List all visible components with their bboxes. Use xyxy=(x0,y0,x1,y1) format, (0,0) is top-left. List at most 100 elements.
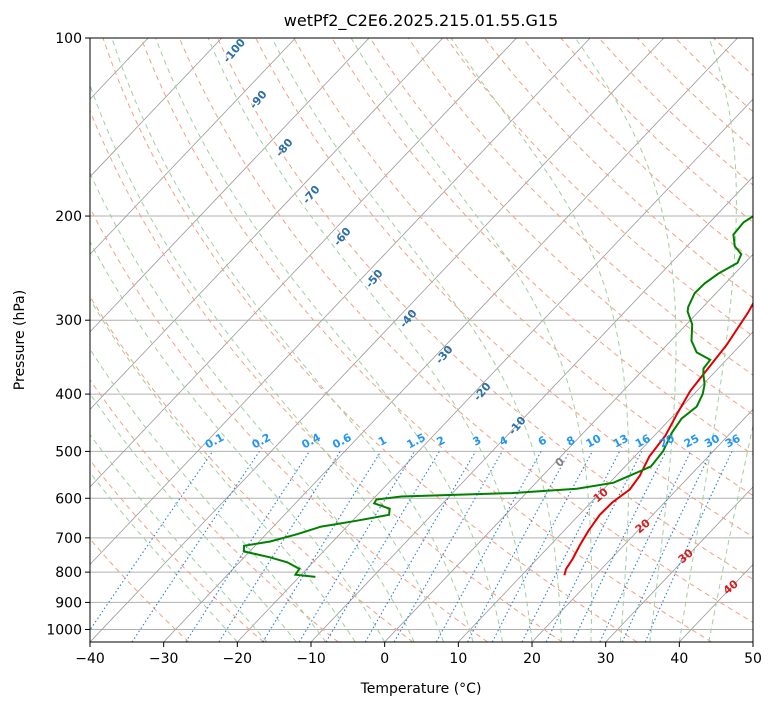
moist-adiabat-line xyxy=(90,348,327,642)
y-tick-label: 500 xyxy=(55,444,82,460)
mixing-ratio-line xyxy=(364,451,477,642)
x-axis: −40 −30 −20 −10 0 10 20 30 40 50 xyxy=(75,642,762,667)
dry-adiabat-label: -10 xyxy=(506,414,529,438)
isotherm-line xyxy=(90,38,370,333)
mixing-ratio-line xyxy=(185,451,310,642)
mixing-ratio-label: 13 xyxy=(611,432,631,451)
x-tick-label: 40 xyxy=(670,651,688,667)
mixing-ratio-label: 6 xyxy=(536,433,549,448)
dry-adiabat-line xyxy=(560,38,753,223)
moist-adiabat-label: 0 xyxy=(553,455,567,470)
dry-adiabat-line xyxy=(90,295,414,642)
y-axis: 100 200 300 400 500 600 700 800 900 1000 xyxy=(46,31,90,638)
mixing-ratio-line xyxy=(545,451,643,642)
dry-adiabat-line xyxy=(90,538,190,642)
mixing-ratio-label: 0.2 xyxy=(250,431,273,452)
dry-adiabat-line xyxy=(713,38,753,77)
mixing-ratio-label: 25 xyxy=(682,432,702,451)
isotherm-line xyxy=(0,38,1,642)
moist-adiabat-line xyxy=(271,38,562,642)
y-tick-label: 1000 xyxy=(46,622,82,638)
chart-title: wetPf2_C2E6.2025.215.01.55.G15 xyxy=(284,11,558,31)
moist-adiabat-line xyxy=(111,38,474,642)
y-tick-label: 900 xyxy=(55,595,82,611)
mixing-ratio-label: 20 xyxy=(657,432,677,451)
mixing-ratio-line xyxy=(521,451,621,642)
y-tick-label: 100 xyxy=(55,31,82,47)
grid-layer xyxy=(0,38,753,642)
mixing-ratio-label: 1 xyxy=(376,434,389,449)
y-tick-label: 600 xyxy=(55,491,82,507)
mixing-ratio-line xyxy=(435,451,542,642)
dry-adiabat-line xyxy=(522,38,753,261)
dry-adiabat-label: -100 xyxy=(220,36,248,66)
dry-adiabat-label: -90 xyxy=(247,88,270,112)
isotherm-line xyxy=(163,38,738,642)
mixing-ratio-line xyxy=(298,451,416,642)
moist-adiabat-line xyxy=(678,38,737,642)
moist-adiabat-line xyxy=(207,38,533,642)
y-tick-label: 700 xyxy=(55,531,82,547)
dry-adiabat-label: -40 xyxy=(397,307,420,331)
mixing-ratio-line xyxy=(325,451,440,642)
moist-adiabat-line xyxy=(90,392,297,642)
y-tick-label: 400 xyxy=(55,387,82,403)
moist-adiabat-label: 30 xyxy=(676,546,696,566)
dry-adiabat-line xyxy=(178,38,753,624)
moist-adiabat-line xyxy=(350,38,593,642)
isotherm-line xyxy=(90,38,223,178)
dry-adiabat-label: -20 xyxy=(471,380,494,404)
mixing-ratio-label: 36 xyxy=(723,432,743,451)
x-tick-label: 30 xyxy=(597,651,615,667)
moist-adiabat-label: 10 xyxy=(591,485,611,505)
moist-adiabat-line xyxy=(90,433,268,642)
profile-series xyxy=(242,215,753,578)
mixing-ratio-label: 0.6 xyxy=(330,431,354,452)
x-tick-label: 20 xyxy=(523,651,541,667)
isotherm-line xyxy=(310,176,753,642)
dry-adiabat-line xyxy=(636,38,753,149)
dry-adiabat-line xyxy=(255,38,753,538)
mixing-ratio-line xyxy=(644,451,733,642)
isotherm-line xyxy=(90,38,296,255)
moist-adiabat-line xyxy=(574,38,677,642)
mixing-ratio-label: 1.5 xyxy=(405,431,428,452)
dry-adiabat-line xyxy=(331,38,753,456)
mixing-ratio-label: 0.4 xyxy=(300,431,324,452)
dry-adiabat-line xyxy=(90,206,488,642)
mixing-ratio-line xyxy=(131,451,260,642)
y-tick-label: 300 xyxy=(55,313,82,329)
dry-adiabat-label: -50 xyxy=(363,267,386,291)
mixing-ratio-label: 10 xyxy=(584,432,604,451)
isotherm-line xyxy=(90,38,444,410)
isotherm-line xyxy=(90,38,665,642)
plot-frame xyxy=(89,37,754,643)
mixing-ratio-line xyxy=(491,451,593,642)
mixing-ratio-label: 30 xyxy=(702,432,722,451)
dry-adiabat-line xyxy=(140,38,712,642)
isotherm-line xyxy=(605,486,753,642)
dry-adiabat-line xyxy=(445,38,753,337)
isotherm-line xyxy=(237,98,753,642)
moist-adiabat-line xyxy=(708,423,753,642)
isotherm-line xyxy=(752,641,753,642)
isotherm-line xyxy=(458,331,753,642)
mixing-ratio-line xyxy=(262,451,382,642)
mixing-ratio-label: 2 xyxy=(434,434,447,449)
mixing-ratio-label: 16 xyxy=(633,432,653,451)
dry-adiabat-label: -70 xyxy=(300,183,323,207)
isotherm-line xyxy=(384,253,753,642)
x-axis-label: Temperature (°C) xyxy=(360,681,482,697)
mixing-ratio-label: 4 xyxy=(497,433,510,448)
isotherm-line xyxy=(90,38,517,488)
dry-adiabat-line xyxy=(751,38,753,40)
x-tick-label: −30 xyxy=(149,651,179,667)
dewpoint-profile-line xyxy=(242,215,753,578)
x-tick-label: −20 xyxy=(223,651,253,667)
temperature-profile-line xyxy=(563,301,753,576)
mixing-ratio-line xyxy=(467,451,571,642)
dry-adiabat-line xyxy=(217,38,753,580)
dry-adiabat-label: -30 xyxy=(433,343,456,367)
dry-adiabat-line xyxy=(90,109,563,642)
